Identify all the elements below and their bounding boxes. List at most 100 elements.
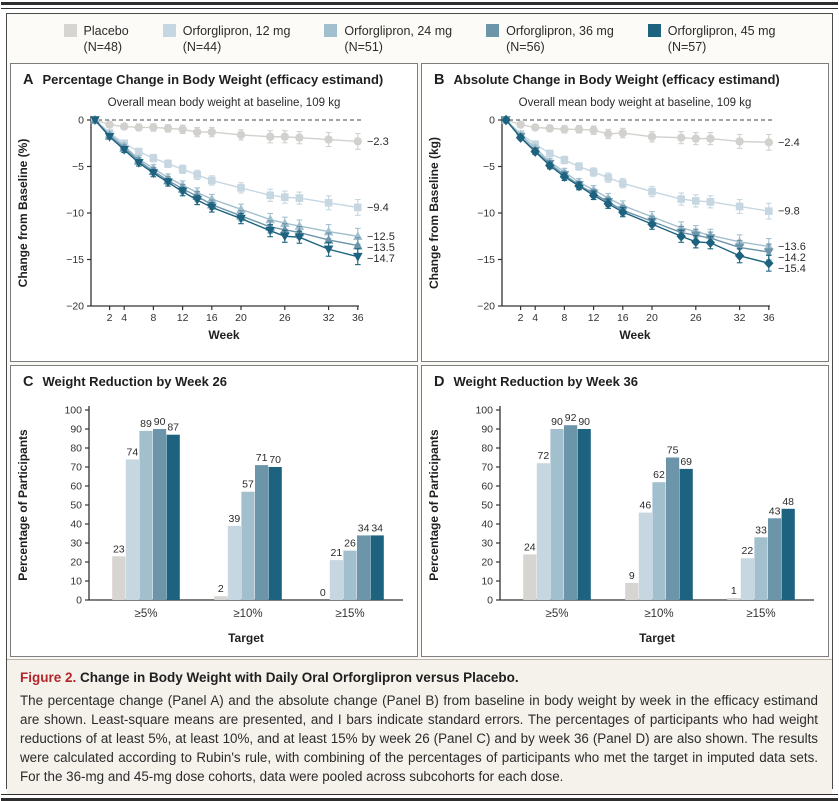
svg-text:70: 70 bbox=[481, 461, 493, 473]
svg-text:−20: −20 bbox=[66, 300, 84, 312]
svg-text:2: 2 bbox=[107, 312, 113, 324]
panel-b-header: B Absolute Change in Body Weight (effica… bbox=[422, 64, 828, 88]
legend-label: Placebo (N=48) bbox=[83, 24, 129, 55]
legend-item: Orforglipron, 24 mg (N=51) bbox=[324, 23, 452, 56]
svg-text:20: 20 bbox=[646, 312, 658, 324]
svg-text:−5: −5 bbox=[72, 161, 84, 173]
svg-text:62: 62 bbox=[653, 469, 665, 481]
panelA-chart-root: Overall mean body weight at baseline, 10… bbox=[16, 97, 395, 342]
svg-text:60: 60 bbox=[70, 480, 82, 492]
svg-text:36: 36 bbox=[763, 312, 775, 324]
svg-text:4: 4 bbox=[532, 312, 538, 324]
bar-≥10%-Orforglipron, 24 mg bbox=[652, 481, 666, 600]
legend-label: Orforglipron, 24 mg (N=51) bbox=[344, 24, 453, 55]
bar-≥10%-Placebo bbox=[214, 595, 228, 600]
bar-≥10%-Orforglipron, 24 mg bbox=[241, 491, 255, 600]
svg-text:90: 90 bbox=[481, 423, 493, 435]
svg-text:90: 90 bbox=[154, 416, 166, 428]
figure-box: Placebo (N=48) Orforglipron, 12 mg (N=44) Or… bbox=[6, 13, 833, 794]
svg-text:Target: Target bbox=[639, 631, 675, 645]
panel-d-header: D Weight Reduction by Week 36 bbox=[422, 366, 828, 390]
svg-text:Change from Baseline (kg): Change from Baseline (kg) bbox=[427, 136, 441, 288]
svg-text:24: 24 bbox=[524, 541, 536, 553]
svg-text:16: 16 bbox=[206, 312, 218, 324]
caption-title-text: Change in Body Weight with Daily Oral Or… bbox=[80, 669, 519, 685]
svg-text:36: 36 bbox=[352, 312, 364, 324]
svg-text:−13.6: −13.6 bbox=[778, 240, 806, 252]
svg-text:Week: Week bbox=[208, 328, 239, 342]
svg-text:90: 90 bbox=[70, 423, 82, 435]
svg-text:33: 33 bbox=[755, 524, 767, 536]
legend-label: Orforglipron, 45 mg (N=57) bbox=[667, 24, 776, 55]
svg-text:0: 0 bbox=[76, 594, 82, 606]
panel-c-header: C Weight Reduction by Week 26 bbox=[11, 366, 417, 390]
bar-≥5%-Orforglipron, 36 mg bbox=[153, 428, 167, 600]
bar-≥5%-Orforglipron, 12 mg bbox=[536, 462, 550, 600]
legend-item: Orforglipron, 45 mg (N=57) bbox=[647, 23, 776, 56]
caption-body: The percentage change (Panel A) and the … bbox=[20, 692, 818, 784]
svg-text:Percentage of Participants: Percentage of Participants bbox=[427, 428, 441, 580]
svg-text:9: 9 bbox=[629, 569, 635, 581]
panel-a-header: A Percentage Change in Body Weight (effi… bbox=[11, 64, 417, 88]
svg-text:16: 16 bbox=[617, 312, 629, 324]
svg-text:90: 90 bbox=[551, 416, 563, 428]
legend-swatch bbox=[647, 24, 661, 37]
svg-text:60: 60 bbox=[481, 480, 493, 492]
svg-text:8: 8 bbox=[561, 312, 567, 324]
svg-text:34: 34 bbox=[371, 522, 383, 534]
panel-b: B Absolute Change in Body Weight (effica… bbox=[421, 62, 829, 362]
caption-title: Figure 2. Change in Body Weight with Dai… bbox=[20, 670, 818, 691]
svg-text:43: 43 bbox=[769, 505, 781, 517]
svg-text:39: 39 bbox=[229, 512, 241, 524]
series-orforglipron-24-mg bbox=[90, 114, 363, 245]
bar-≥15%-Orforglipron, 36 mg bbox=[357, 534, 371, 600]
top-rule-thin bbox=[1, 8, 838, 9]
svg-text:12: 12 bbox=[588, 312, 600, 324]
bar-≥10%-Orforglipron, 45 mg bbox=[268, 466, 282, 600]
bar-≥5%-Orforglipron, 45 mg bbox=[577, 428, 591, 600]
legend-item: Placebo (N=48) bbox=[63, 23, 129, 56]
svg-text:34: 34 bbox=[358, 522, 370, 534]
bar-≥10%-Orforglipron, 36 mg bbox=[666, 457, 680, 600]
svg-text:23: 23 bbox=[113, 543, 125, 555]
bar-≥15%-Orforglipron, 36 mg bbox=[768, 517, 782, 600]
bar-≥15%-Orforglipron, 12 mg bbox=[740, 557, 754, 600]
svg-text:70: 70 bbox=[269, 454, 281, 466]
svg-text:−15: −15 bbox=[477, 254, 495, 266]
bar-≥15%-Orforglipron, 45 mg bbox=[781, 508, 795, 600]
bar-≥5%-Placebo bbox=[523, 553, 537, 600]
svg-text:26: 26 bbox=[344, 537, 356, 549]
svg-text:−14.2: −14.2 bbox=[778, 251, 806, 263]
svg-text:−15.4: −15.4 bbox=[778, 262, 806, 274]
svg-text:−15: −15 bbox=[66, 254, 84, 266]
bar-≥5%-Orforglipron, 24 mg bbox=[139, 430, 153, 600]
series-placebo bbox=[501, 115, 773, 151]
svg-text:0: 0 bbox=[320, 587, 326, 599]
svg-text:50: 50 bbox=[481, 499, 493, 511]
caption-figure-label: Figure 2. bbox=[20, 669, 77, 685]
svg-text:50: 50 bbox=[70, 499, 82, 511]
svg-text:21: 21 bbox=[331, 547, 343, 559]
svg-text:71: 71 bbox=[256, 452, 268, 464]
panel-d: D Weight Reduction by Week 36 0 10 20 30 40 5… bbox=[421, 364, 829, 657]
svg-text:74: 74 bbox=[127, 446, 139, 458]
bar-≥10%-Orforglipron, 12 mg bbox=[638, 512, 652, 600]
svg-text:72: 72 bbox=[538, 450, 550, 462]
svg-text:1: 1 bbox=[731, 585, 737, 597]
svg-text:20: 20 bbox=[481, 556, 493, 568]
svg-text:80: 80 bbox=[481, 442, 493, 454]
svg-text:90: 90 bbox=[578, 416, 590, 428]
legend-swatch bbox=[162, 24, 176, 37]
bar-≥15%-Orforglipron, 24 mg bbox=[343, 550, 357, 600]
svg-text:−9.8: −9.8 bbox=[778, 205, 800, 217]
svg-text:20: 20 bbox=[70, 556, 82, 568]
series-orforglipron-12-mg bbox=[91, 115, 362, 216]
svg-text:Percentage of Participants: Percentage of Participants bbox=[16, 428, 30, 580]
svg-text:10: 10 bbox=[70, 575, 82, 587]
bar-≥10%-Orforglipron, 45 mg bbox=[679, 468, 693, 600]
bar-≥15%-Placebo bbox=[727, 597, 741, 600]
panel-b-title: Absolute Change in Body Weight (efficacy… bbox=[453, 71, 780, 87]
series-orforglipron-12-mg bbox=[502, 115, 773, 220]
svg-text:70: 70 bbox=[70, 461, 82, 473]
